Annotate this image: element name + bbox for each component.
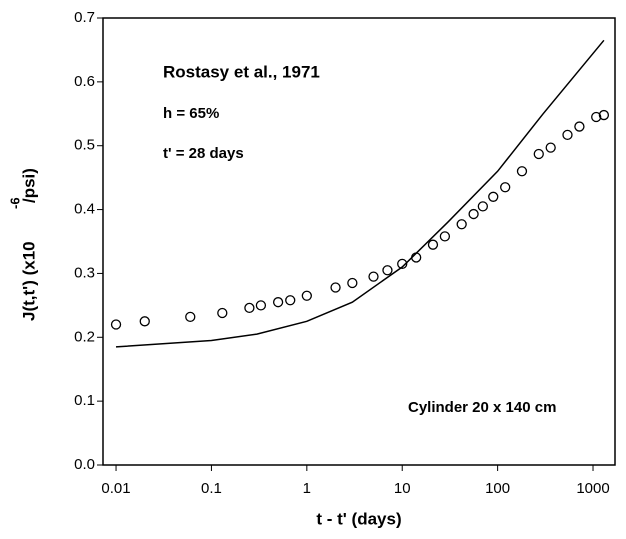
data-point [330,282,341,293]
y-tick-label: 0.7 [74,9,95,26]
data-point [439,231,451,242]
data-point [516,166,528,177]
y-tick-label: 0.0 [74,456,95,473]
y-label-part: J(t,t') (x10 [19,241,38,321]
annotation: Rostasy et al., 1971 [163,62,320,81]
data-point [468,208,479,220]
x-tick-label: 10 [394,480,411,497]
data-point [500,182,511,193]
data-point [255,300,267,311]
y-tick-label: 0.6 [74,73,95,90]
data-point [272,297,284,308]
data-point [244,302,255,314]
y-label-exponent: -6 [7,197,22,209]
data-point [574,121,585,132]
data-point [347,277,358,289]
y-tick-label: 0.5 [74,137,95,154]
data-point [382,265,393,276]
data-point [427,239,439,250]
y-tick-label: 0.2 [74,328,95,345]
data-point [545,142,556,153]
y-label-part: /psi) [19,168,38,203]
y-tick-label: 0.3 [74,264,95,281]
data-point [285,295,296,306]
data-point [477,201,488,212]
data-point [139,316,150,327]
data-point [110,319,122,330]
data-point [217,307,228,319]
annotation: Cylinder 20 x 140 cm [408,399,556,416]
data-point [368,271,379,282]
data-point [598,109,610,121]
annotation: h = 65% [163,105,219,122]
model-line [115,39,605,348]
x-tick-label: 0.1 [201,480,222,497]
annotation: t' = 28 days [163,145,244,162]
data-point [185,311,196,323]
x-tick-label: 1000 [576,480,609,497]
y-tick-label: 0.1 [74,392,95,409]
x-axis-label: t - t' (days) [316,509,401,528]
x-tick-label: 100 [485,480,510,497]
data-point [562,129,573,141]
plot-frame [102,17,616,466]
y-tick-label: 0.4 [74,201,95,218]
data-point [591,111,602,123]
data-point [456,219,467,230]
data-point [397,258,408,270]
x-tick-label: 0.01 [101,480,130,497]
data-point [301,290,312,301]
data-point [488,191,499,202]
y-axis-label: J(t,t') (x10 -6 /psi) [7,168,38,321]
x-tick-label: 1 [303,480,311,497]
data-point [533,148,544,160]
